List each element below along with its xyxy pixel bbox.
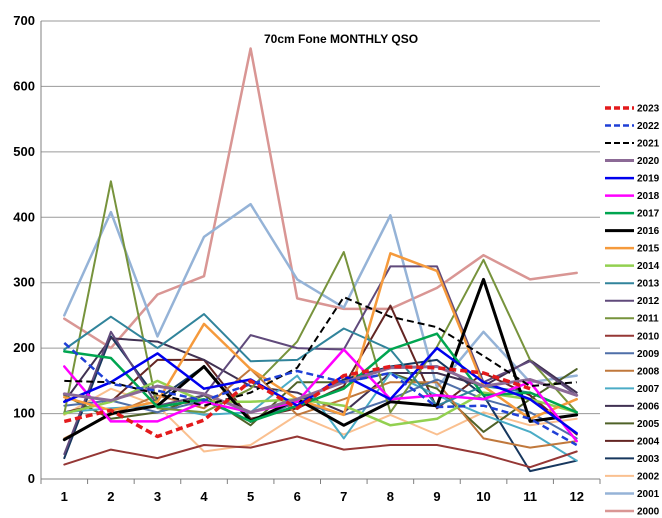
y-tick-label: 700 [13, 13, 35, 28]
legend-label-2013: 2013 [637, 279, 660, 290]
y-tick-label: 600 [13, 78, 35, 93]
legend-label-2001: 2001 [637, 489, 660, 500]
legend-label-2006: 2006 [637, 401, 660, 412]
x-tick-label: 5 [247, 489, 254, 504]
x-tick-label: 11 [523, 489, 537, 504]
legend-label-2003: 2003 [637, 454, 660, 465]
legend-label-2005: 2005 [637, 419, 660, 430]
legend-label-2020: 2020 [637, 156, 660, 167]
x-tick-label: 3 [154, 489, 161, 504]
series-line-2016 [62, 277, 579, 442]
legend-label-2021: 2021 [637, 139, 660, 150]
series-line-2023 [63, 364, 531, 439]
x-tick-label: 8 [387, 489, 394, 504]
legend-label-2010: 2010 [637, 331, 660, 342]
y-tick-label: 300 [13, 275, 35, 290]
series-line-2011 [63, 180, 578, 415]
y-tick-label: 100 [13, 406, 35, 421]
legend-label-2022: 2022 [637, 121, 660, 132]
series-line-2012 [63, 265, 578, 456]
x-tick-label: 6 [294, 489, 301, 504]
y-tick-label: 400 [13, 209, 35, 224]
legend-label-2019: 2019 [637, 174, 660, 185]
x-tick-label: 1 [61, 489, 68, 504]
legend-label-2015: 2015 [637, 244, 660, 255]
x-tick-label: 10 [476, 489, 490, 504]
series-lines [62, 47, 579, 473]
y-tick-label: 500 [13, 144, 35, 159]
series-line-2005 [63, 368, 578, 433]
y-tick-label: 0 [28, 471, 35, 486]
legend-label-2009: 2009 [637, 349, 660, 360]
legend-label-2004: 2004 [637, 436, 660, 447]
x-tick-label: 4 [200, 489, 208, 504]
series-line-2015 [63, 252, 578, 421]
legend-label-2000: 2000 [637, 506, 660, 517]
x-tick-label: 12 [569, 489, 583, 504]
legend-label-2007: 2007 [637, 384, 660, 395]
legend-label-2018: 2018 [637, 191, 660, 202]
legend-label-2017: 2017 [637, 209, 660, 220]
gridlines [41, 20, 600, 415]
legend-label-2008: 2008 [637, 366, 660, 377]
series-line-2010 [63, 435, 578, 469]
legend-label-2012: 2012 [637, 296, 660, 307]
legend-label-2014: 2014 [637, 261, 660, 272]
series-line-2013 [63, 313, 578, 414]
series-line-2021 [64, 296, 577, 407]
y-tick-label: 200 [13, 340, 35, 355]
x-tick-label: 9 [433, 489, 440, 504]
series-line-2000 [63, 47, 578, 350]
chart-title: 70cm Fone MONTHLY QSO [264, 32, 418, 46]
series-line-2001 [63, 202, 578, 389]
x-tick-label: 7 [340, 489, 347, 504]
legend-label-2023: 2023 [637, 104, 660, 115]
legend-label-2002: 2002 [637, 471, 660, 482]
x-tick-label: 2 [107, 489, 114, 504]
legend-label-2016: 2016 [637, 226, 660, 237]
legend: 2023 2022 2021 2020 2019 2018 2017 2016 2015 2014… [605, 104, 660, 517]
series-line-2017 [63, 332, 578, 423]
series-line-2022 [63, 341, 578, 447]
legend-label-2011: 2011 [637, 314, 659, 325]
